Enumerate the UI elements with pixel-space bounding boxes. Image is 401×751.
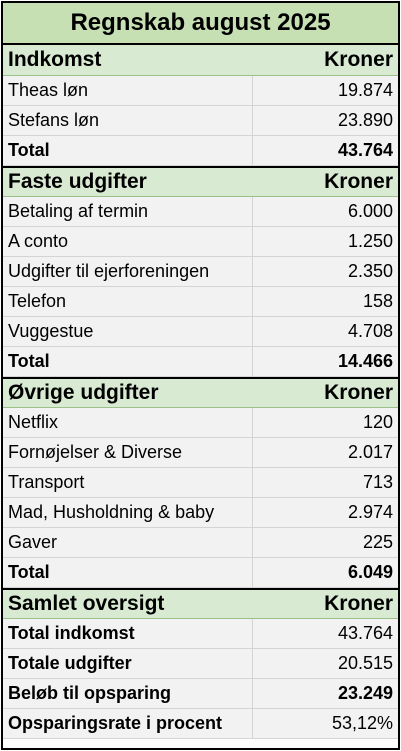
- table-row[interactable]: Betaling af termin 6.000: [3, 197, 398, 227]
- summary-row-savings-rate[interactable]: Opsparingsrate i procent 53,12%: [3, 709, 398, 739]
- row-label: Theas løn: [8, 80, 89, 100]
- income-col-header: Kroner: [324, 48, 393, 71]
- table-row[interactable]: A conto 1.250: [3, 227, 398, 257]
- table-row[interactable]: Theas løn 19.874: [3, 76, 398, 106]
- table-row[interactable]: Telefon 158: [3, 287, 398, 317]
- summary-row-total-expenses[interactable]: Totale udgifter 20.515: [3, 649, 398, 679]
- table-row[interactable]: Transport 713: [3, 468, 398, 498]
- other-total-row[interactable]: Total 6.049: [3, 558, 398, 588]
- row-label: Transport: [8, 472, 85, 492]
- income-header-row: Indkomst Kroner: [3, 45, 398, 76]
- row-value: 4.708: [252, 317, 398, 346]
- row-label: Total indkomst: [8, 623, 135, 643]
- row-label: Gaver: [8, 532, 58, 552]
- table-row[interactable]: Stefans løn 23.890: [3, 106, 398, 136]
- row-value: 713: [252, 468, 398, 497]
- row-label: Stefans løn: [8, 110, 100, 130]
- row-value: 1.250: [252, 227, 398, 256]
- row-value: 19.874: [252, 76, 398, 105]
- row-label: Udgifter til ejerforeningen: [8, 261, 210, 281]
- summary-row-total-income[interactable]: Total indkomst 43.764: [3, 619, 398, 649]
- fixed-header: Faste udgifter: [8, 170, 147, 193]
- table-row[interactable]: Netflix 120: [3, 408, 398, 438]
- row-value: 120: [252, 408, 398, 437]
- fixed-col-header: Kroner: [324, 170, 393, 193]
- row-value: 2.350: [252, 257, 398, 286]
- total-value: 6.049: [252, 558, 398, 587]
- table-row[interactable]: Fornøjelser & Diverse 2.017: [3, 438, 398, 468]
- other-col-header: Kroner: [324, 381, 393, 404]
- row-label: A conto: [8, 231, 69, 251]
- fixed-header-row: Faste udgifter Kroner: [3, 166, 398, 197]
- row-value: 23.249: [252, 679, 398, 708]
- total-label: Total: [8, 562, 50, 582]
- summary-header-row: Samlet oversigt Kroner: [3, 588, 398, 619]
- row-label: Mad, Husholdning & baby: [8, 502, 215, 522]
- fixed-total-row[interactable]: Total 14.466: [3, 347, 398, 377]
- sheet-title: Regnskab august 2025: [3, 3, 398, 45]
- table-row[interactable]: Udgifter til ejerforeningen 2.350: [3, 257, 398, 287]
- row-value: 20.515: [252, 649, 398, 678]
- row-value: 23.890: [252, 106, 398, 135]
- other-header: Øvrige udgifter: [8, 381, 159, 404]
- row-value: 225: [252, 528, 398, 557]
- income-total-row[interactable]: Total 43.764: [3, 136, 398, 166]
- summary-col-header: Kroner: [324, 592, 393, 615]
- row-label: Betaling af termin: [8, 201, 149, 221]
- total-value: 43.764: [252, 136, 398, 165]
- total-label: Total: [8, 140, 50, 160]
- row-label: Opsparingsrate i procent: [8, 713, 223, 733]
- row-label: Fornøjelser & Diverse: [8, 442, 183, 462]
- row-label: Beløb til opsparing: [8, 683, 172, 703]
- row-value: 6.000: [252, 197, 398, 226]
- total-label: Total: [8, 351, 50, 371]
- row-label: Totale udgifter: [8, 653, 132, 673]
- income-header: Indkomst: [8, 48, 102, 71]
- summary-row-savings[interactable]: Beløb til opsparing 23.249: [3, 679, 398, 709]
- summary-header: Samlet oversigt: [8, 592, 165, 615]
- row-label: Vuggestue: [8, 321, 94, 341]
- table-row[interactable]: Vuggestue 4.708: [3, 317, 398, 347]
- row-label: Telefon: [8, 291, 67, 311]
- table-row[interactable]: Mad, Husholdning & baby 2.974: [3, 498, 398, 528]
- row-value: 53,12%: [252, 709, 398, 738]
- row-value: 43.764: [252, 619, 398, 648]
- row-value: 158: [252, 287, 398, 316]
- row-label: Netflix: [8, 412, 59, 432]
- total-value: 14.466: [252, 347, 398, 376]
- row-value: 2.974: [252, 498, 398, 527]
- row-value: 2.017: [252, 438, 398, 467]
- other-header-row: Øvrige udgifter Kroner: [3, 377, 398, 408]
- table-row[interactable]: Gaver 225: [3, 528, 398, 558]
